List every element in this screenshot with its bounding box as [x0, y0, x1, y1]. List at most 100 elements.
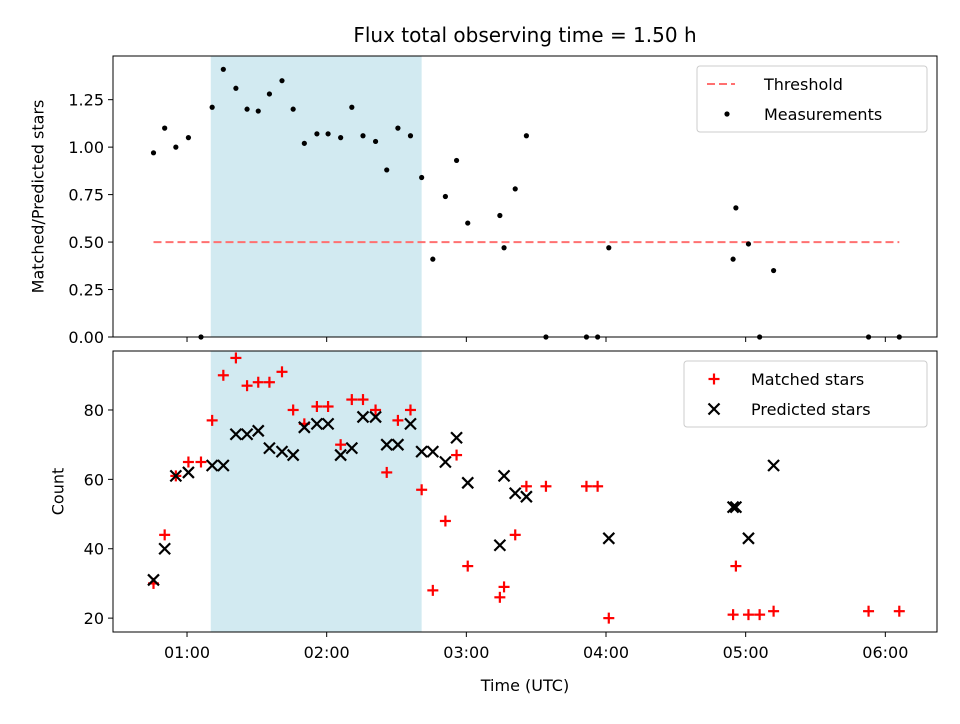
data-point — [580, 480, 592, 492]
data-point — [461, 476, 475, 490]
data-point — [147, 573, 160, 587]
data-point — [395, 125, 401, 131]
data-point — [360, 133, 366, 139]
data-point — [298, 421, 311, 434]
data-point — [512, 186, 518, 192]
data-point — [266, 91, 273, 97]
data-point — [520, 480, 532, 492]
data-point — [251, 424, 265, 438]
data-point — [185, 135, 192, 141]
data-point — [220, 66, 226, 72]
data-point — [287, 404, 299, 416]
data-point — [419, 174, 425, 181]
x-tick-label: 01:00 — [164, 643, 210, 662]
data-point — [453, 157, 460, 164]
data-point — [427, 584, 439, 596]
data-point — [742, 609, 754, 621]
top-y-axis-label: Matched/Predicted stars — [29, 100, 48, 294]
data-point — [209, 104, 215, 110]
data-point — [233, 85, 239, 91]
y-tick-label: 40 — [84, 540, 104, 559]
data-point — [206, 414, 218, 426]
legend-entry: Matched stars — [708, 370, 864, 389]
x-axis-label: Time (UTC) — [480, 676, 569, 695]
data-point — [893, 605, 905, 617]
data-point — [742, 532, 755, 545]
data-point — [592, 480, 604, 492]
data-point — [321, 417, 335, 431]
data-point — [263, 441, 276, 455]
y-tick-label: 20 — [84, 609, 104, 628]
legend-entry: Predicted stars — [707, 400, 871, 419]
data-point — [335, 439, 347, 451]
y-tick-label: 1.00 — [68, 138, 104, 157]
y-tick-label: 0.75 — [68, 186, 104, 205]
bottom-y-axis-label: Count — [49, 468, 68, 516]
data-point — [158, 542, 171, 556]
data-point — [770, 267, 777, 274]
data-point — [404, 417, 417, 431]
data-point — [345, 441, 359, 455]
data-point — [439, 515, 451, 527]
data-point — [286, 448, 300, 462]
data-point — [730, 256, 736, 262]
data-point — [314, 131, 320, 137]
data-point — [493, 538, 507, 552]
data-point — [195, 456, 207, 468]
data-point — [442, 193, 448, 200]
data-point — [217, 459, 230, 472]
data-point — [498, 581, 510, 593]
legend-label: Measurements — [764, 105, 882, 124]
data-point — [381, 466, 393, 478]
data-point — [497, 212, 503, 219]
data-point — [244, 106, 250, 112]
data-point — [540, 480, 552, 492]
legend-swatch — [724, 111, 730, 117]
data-point — [372, 138, 379, 145]
data-point — [863, 605, 875, 617]
data-point — [520, 490, 533, 503]
x-tick-label: 02:00 — [304, 643, 350, 662]
observing-window-band — [210, 351, 422, 632]
data-point — [182, 456, 194, 468]
legend-frame — [696, 65, 928, 133]
data-point — [349, 104, 355, 110]
data-point — [603, 612, 615, 624]
data-point — [462, 560, 474, 572]
data-point — [217, 369, 229, 381]
x-tick-label: 05:00 — [723, 643, 769, 662]
data-point — [230, 352, 242, 364]
data-point — [370, 404, 382, 416]
x-tick-label: 03:00 — [443, 643, 489, 662]
data-point — [301, 140, 307, 146]
data-point — [356, 410, 370, 424]
plot-frame — [112, 55, 938, 338]
plot-frame — [112, 350, 938, 633]
legend: Matched stars Predicted stars — [683, 360, 928, 428]
data-point — [465, 220, 471, 226]
data-point — [727, 609, 739, 621]
data-point — [745, 241, 752, 247]
y-tick-label: 1.25 — [68, 91, 104, 110]
data-point — [173, 144, 179, 150]
y-tick-label: 80 — [84, 401, 104, 420]
legend-label: Threshold — [763, 75, 843, 94]
data-point — [451, 449, 463, 461]
series-measurements — [150, 66, 902, 340]
count-panel: 20 40 60 80 01:00 02:00 03:00 04:00 05:00 06:00 Ma… — [84, 350, 938, 662]
data-point — [310, 417, 324, 431]
chart-title: Flux total observing time = 1.50 h — [353, 23, 696, 47]
data-point — [311, 401, 323, 413]
series-matched-stars — [148, 352, 905, 624]
data-point — [279, 78, 285, 84]
data-point — [404, 404, 416, 416]
data-point — [768, 605, 780, 617]
y-tick-label: 60 — [84, 470, 104, 489]
legend-swatch — [708, 373, 720, 385]
data-point — [416, 484, 428, 496]
x-tick-label: 04:00 — [583, 643, 629, 662]
legend-swatch — [707, 402, 721, 416]
series-predicted-stars — [147, 410, 780, 587]
data-point — [229, 427, 243, 441]
data-point — [338, 135, 344, 141]
